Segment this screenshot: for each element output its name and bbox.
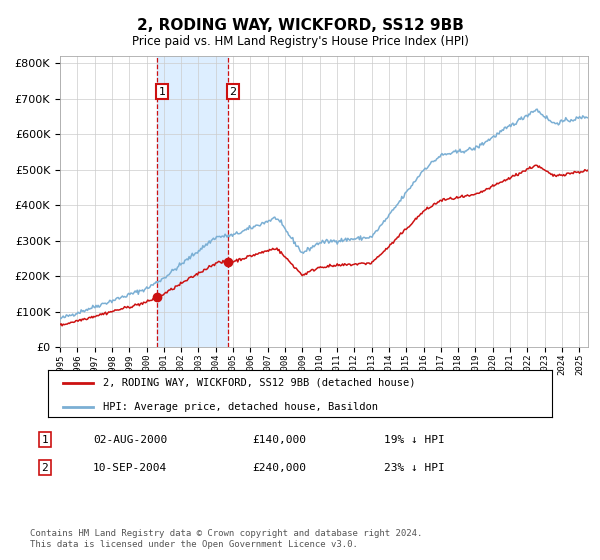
Text: £240,000: £240,000 <box>252 463 306 473</box>
Text: HPI: Average price, detached house, Basildon: HPI: Average price, detached house, Basi… <box>103 402 379 412</box>
Text: 1: 1 <box>41 435 49 445</box>
Text: 2: 2 <box>229 86 236 96</box>
Text: Price paid vs. HM Land Registry's House Price Index (HPI): Price paid vs. HM Land Registry's House … <box>131 35 469 49</box>
Text: £140,000: £140,000 <box>252 435 306 445</box>
Text: 2: 2 <box>41 463 49 473</box>
Bar <box>157 56 228 347</box>
Text: 1: 1 <box>158 86 166 96</box>
Text: 2, RODING WAY, WICKFORD, SS12 9BB: 2, RODING WAY, WICKFORD, SS12 9BB <box>137 18 463 32</box>
Text: 02-AUG-2000: 02-AUG-2000 <box>93 435 167 445</box>
Text: 2, RODING WAY, WICKFORD, SS12 9BB (detached house): 2, RODING WAY, WICKFORD, SS12 9BB (detac… <box>103 378 416 388</box>
Text: 23% ↓ HPI: 23% ↓ HPI <box>384 463 445 473</box>
Text: 10-SEP-2004: 10-SEP-2004 <box>93 463 167 473</box>
Text: 19% ↓ HPI: 19% ↓ HPI <box>384 435 445 445</box>
Text: Contains HM Land Registry data © Crown copyright and database right 2024.
This d: Contains HM Land Registry data © Crown c… <box>30 529 422 549</box>
